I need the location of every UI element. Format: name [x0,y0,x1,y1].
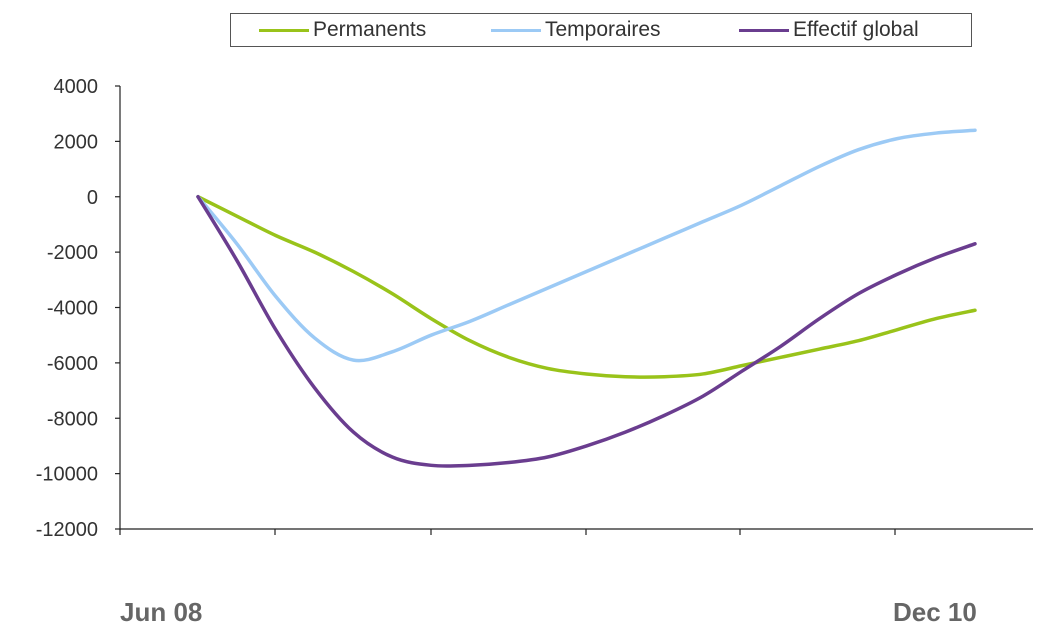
y-tick-label: -10000 [36,464,98,486]
y-tick-label: -6000 [47,353,98,375]
y-tick-label: -12000 [36,519,98,541]
y-tick-label: -2000 [47,242,98,264]
y-tick-label: -8000 [47,408,98,430]
y-tick-label: 0 [87,187,98,209]
legend-label-permanents: Permanents [313,18,427,41]
y-tick-label: 4000 [54,76,99,98]
legend-item-permanents: Permanents [259,14,426,46]
legend: Permanents Temporaires Effectif global [230,13,972,47]
series-line-effectif-global [196,195,977,468]
y-tick-label: 2000 [54,131,99,153]
x-end-label: Dec 10 [893,597,977,627]
axes [115,85,1033,535]
series-line-permanents [196,195,977,379]
y-tick-label: -4000 [47,298,98,320]
legend-item-effectif-global: Effectif global [739,14,919,46]
legend-swatch-effectif-global [739,28,789,32]
series-lines [196,128,977,468]
legend-label-temporaires: Temporaires [545,18,661,41]
x-start-label: Jun 08 [120,597,203,627]
legend-item-temporaires: Temporaires [491,14,661,46]
series-line-temporaires [196,128,977,363]
legend-swatch-temporaires [491,28,541,32]
legend-swatch-permanents [259,28,309,32]
legend-label-effectif-global: Effectif global [793,18,919,41]
y-tick-labels: 4000 2000 0 -2000 -4000 -6000 -8000 -10000 -1200… [36,76,98,541]
